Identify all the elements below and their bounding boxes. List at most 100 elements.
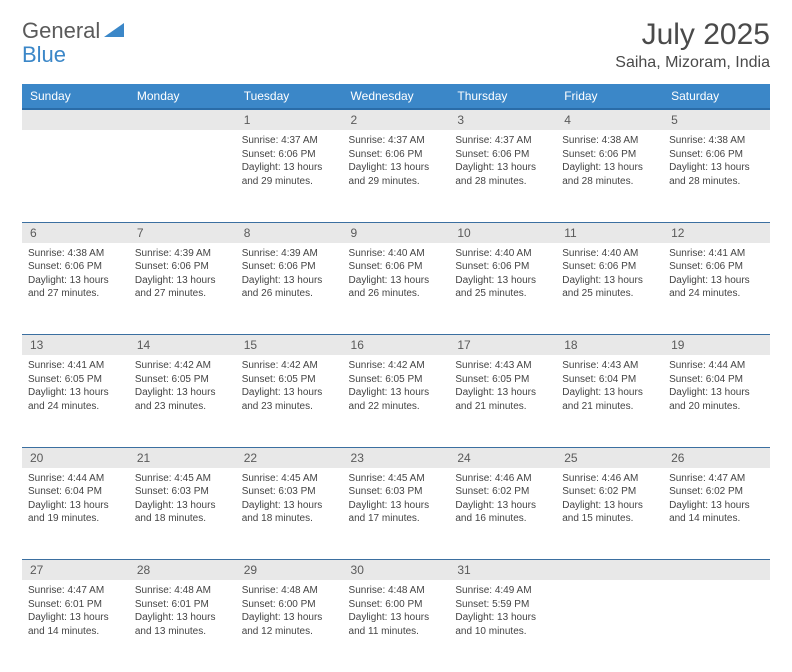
weekday-header: Monday xyxy=(129,84,236,109)
daylight-line: Daylight: 13 hours and 12 minutes. xyxy=(242,611,337,638)
day-cell: Sunrise: 4:44 AMSunset: 6:04 PMDaylight:… xyxy=(22,468,129,560)
day-cell: Sunrise: 4:45 AMSunset: 6:03 PMDaylight:… xyxy=(236,468,343,560)
day-number xyxy=(556,560,663,581)
sunset-line: Sunset: 5:59 PM xyxy=(455,598,550,612)
day-cell: Sunrise: 4:42 AMSunset: 6:05 PMDaylight:… xyxy=(129,355,236,447)
day-number: 9 xyxy=(343,222,450,243)
day-cell: Sunrise: 4:40 AMSunset: 6:06 PMDaylight:… xyxy=(449,243,556,335)
daylight-line: Daylight: 13 hours and 27 minutes. xyxy=(135,274,230,301)
day-number-row: 12345 xyxy=(22,109,770,130)
sunrise-line: Sunrise: 4:45 AM xyxy=(135,472,230,486)
daylight-line: Daylight: 13 hours and 28 minutes. xyxy=(562,161,657,188)
day-cell-body: Sunrise: 4:45 AMSunset: 6:03 PMDaylight:… xyxy=(129,468,236,534)
day-number-row: 20212223242526 xyxy=(22,447,770,468)
sunset-line: Sunset: 6:06 PM xyxy=(349,148,444,162)
sunset-line: Sunset: 6:00 PM xyxy=(242,598,337,612)
day-number: 19 xyxy=(663,335,770,356)
day-cell-body: Sunrise: 4:40 AMSunset: 6:06 PMDaylight:… xyxy=(449,243,556,309)
sunset-line: Sunset: 6:04 PM xyxy=(669,373,764,387)
day-number: 28 xyxy=(129,560,236,581)
day-number-row: 13141516171819 xyxy=(22,335,770,356)
sunrise-line: Sunrise: 4:38 AM xyxy=(562,134,657,148)
sunrise-line: Sunrise: 4:42 AM xyxy=(349,359,444,373)
day-cell: Sunrise: 4:41 AMSunset: 6:05 PMDaylight:… xyxy=(22,355,129,447)
day-cell-body: Sunrise: 4:38 AMSunset: 6:06 PMDaylight:… xyxy=(556,130,663,196)
day-cell-body: Sunrise: 4:44 AMSunset: 6:04 PMDaylight:… xyxy=(663,355,770,421)
day-number: 21 xyxy=(129,447,236,468)
day-cell-body: Sunrise: 4:39 AMSunset: 6:06 PMDaylight:… xyxy=(236,243,343,309)
sunset-line: Sunset: 6:01 PM xyxy=(28,598,123,612)
sunset-line: Sunset: 6:06 PM xyxy=(562,260,657,274)
day-cell: Sunrise: 4:40 AMSunset: 6:06 PMDaylight:… xyxy=(343,243,450,335)
sunrise-line: Sunrise: 4:47 AM xyxy=(28,584,123,598)
day-number: 25 xyxy=(556,447,663,468)
day-number: 12 xyxy=(663,222,770,243)
day-cell xyxy=(22,130,129,222)
day-number: 4 xyxy=(556,109,663,130)
day-number: 22 xyxy=(236,447,343,468)
title-block: July 2025 Saiha, Mizoram, India xyxy=(615,18,770,72)
day-cell: Sunrise: 4:48 AMSunset: 6:00 PMDaylight:… xyxy=(343,580,450,672)
daylight-line: Daylight: 13 hours and 29 minutes. xyxy=(349,161,444,188)
day-number: 23 xyxy=(343,447,450,468)
logo-sail-icon xyxy=(104,21,126,42)
daylight-line: Daylight: 13 hours and 24 minutes. xyxy=(28,386,123,413)
day-cell: Sunrise: 4:39 AMSunset: 6:06 PMDaylight:… xyxy=(129,243,236,335)
day-cell-body: Sunrise: 4:42 AMSunset: 6:05 PMDaylight:… xyxy=(129,355,236,421)
sunrise-line: Sunrise: 4:48 AM xyxy=(349,584,444,598)
day-cell-body: Sunrise: 4:47 AMSunset: 6:02 PMDaylight:… xyxy=(663,468,770,534)
day-number: 6 xyxy=(22,222,129,243)
day-cell-body: Sunrise: 4:39 AMSunset: 6:06 PMDaylight:… xyxy=(129,243,236,309)
sunrise-line: Sunrise: 4:41 AM xyxy=(669,247,764,261)
day-cell-body: Sunrise: 4:41 AMSunset: 6:05 PMDaylight:… xyxy=(22,355,129,421)
day-number-row: 6789101112 xyxy=(22,222,770,243)
sunset-line: Sunset: 6:02 PM xyxy=(669,485,764,499)
sunset-line: Sunset: 6:00 PM xyxy=(349,598,444,612)
day-number xyxy=(129,109,236,130)
logo-text-general: General xyxy=(22,18,100,44)
daylight-line: Daylight: 13 hours and 14 minutes. xyxy=(28,611,123,638)
weekday-header: Friday xyxy=(556,84,663,109)
day-number: 2 xyxy=(343,109,450,130)
sunset-line: Sunset: 6:05 PM xyxy=(242,373,337,387)
day-cell: Sunrise: 4:48 AMSunset: 6:01 PMDaylight:… xyxy=(129,580,236,672)
calendar-table: SundayMondayTuesdayWednesdayThursdayFrid… xyxy=(22,84,770,672)
sunset-line: Sunset: 6:06 PM xyxy=(242,260,337,274)
sunrise-line: Sunrise: 4:39 AM xyxy=(135,247,230,261)
day-cell-body: Sunrise: 4:40 AMSunset: 6:06 PMDaylight:… xyxy=(343,243,450,309)
day-cell xyxy=(556,580,663,672)
day-cell: Sunrise: 4:37 AMSunset: 6:06 PMDaylight:… xyxy=(236,130,343,222)
day-cell-body: Sunrise: 4:44 AMSunset: 6:04 PMDaylight:… xyxy=(22,468,129,534)
sunrise-line: Sunrise: 4:41 AM xyxy=(28,359,123,373)
day-number: 13 xyxy=(22,335,129,356)
day-content-row: Sunrise: 4:47 AMSunset: 6:01 PMDaylight:… xyxy=(22,580,770,672)
daylight-line: Daylight: 13 hours and 23 minutes. xyxy=(242,386,337,413)
sunset-line: Sunset: 6:06 PM xyxy=(562,148,657,162)
sunset-line: Sunset: 6:05 PM xyxy=(28,373,123,387)
sunrise-line: Sunrise: 4:45 AM xyxy=(242,472,337,486)
sunset-line: Sunset: 6:04 PM xyxy=(562,373,657,387)
day-cell: Sunrise: 4:42 AMSunset: 6:05 PMDaylight:… xyxy=(343,355,450,447)
day-cell: Sunrise: 4:41 AMSunset: 6:06 PMDaylight:… xyxy=(663,243,770,335)
day-cell-body: Sunrise: 4:43 AMSunset: 6:05 PMDaylight:… xyxy=(449,355,556,421)
daylight-line: Daylight: 13 hours and 18 minutes. xyxy=(135,499,230,526)
daylight-line: Daylight: 13 hours and 11 minutes. xyxy=(349,611,444,638)
daylight-line: Daylight: 13 hours and 29 minutes. xyxy=(242,161,337,188)
sunrise-line: Sunrise: 4:38 AM xyxy=(669,134,764,148)
day-cell: Sunrise: 4:43 AMSunset: 6:05 PMDaylight:… xyxy=(449,355,556,447)
day-cell-body: Sunrise: 4:37 AMSunset: 6:06 PMDaylight:… xyxy=(236,130,343,196)
sunset-line: Sunset: 6:05 PM xyxy=(455,373,550,387)
sunrise-line: Sunrise: 4:49 AM xyxy=(455,584,550,598)
day-cell-body: Sunrise: 4:48 AMSunset: 6:00 PMDaylight:… xyxy=(343,580,450,646)
daylight-line: Daylight: 13 hours and 20 minutes. xyxy=(669,386,764,413)
day-number: 16 xyxy=(343,335,450,356)
day-cell: Sunrise: 4:45 AMSunset: 6:03 PMDaylight:… xyxy=(343,468,450,560)
sunrise-line: Sunrise: 4:44 AM xyxy=(669,359,764,373)
day-number: 26 xyxy=(663,447,770,468)
logo-line2: Blue xyxy=(22,42,66,68)
weekday-header: Thursday xyxy=(449,84,556,109)
day-cell: Sunrise: 4:39 AMSunset: 6:06 PMDaylight:… xyxy=(236,243,343,335)
daylight-line: Daylight: 13 hours and 25 minutes. xyxy=(562,274,657,301)
day-cell-body: Sunrise: 4:42 AMSunset: 6:05 PMDaylight:… xyxy=(236,355,343,421)
header: General July 2025 Saiha, Mizoram, India xyxy=(22,18,770,72)
